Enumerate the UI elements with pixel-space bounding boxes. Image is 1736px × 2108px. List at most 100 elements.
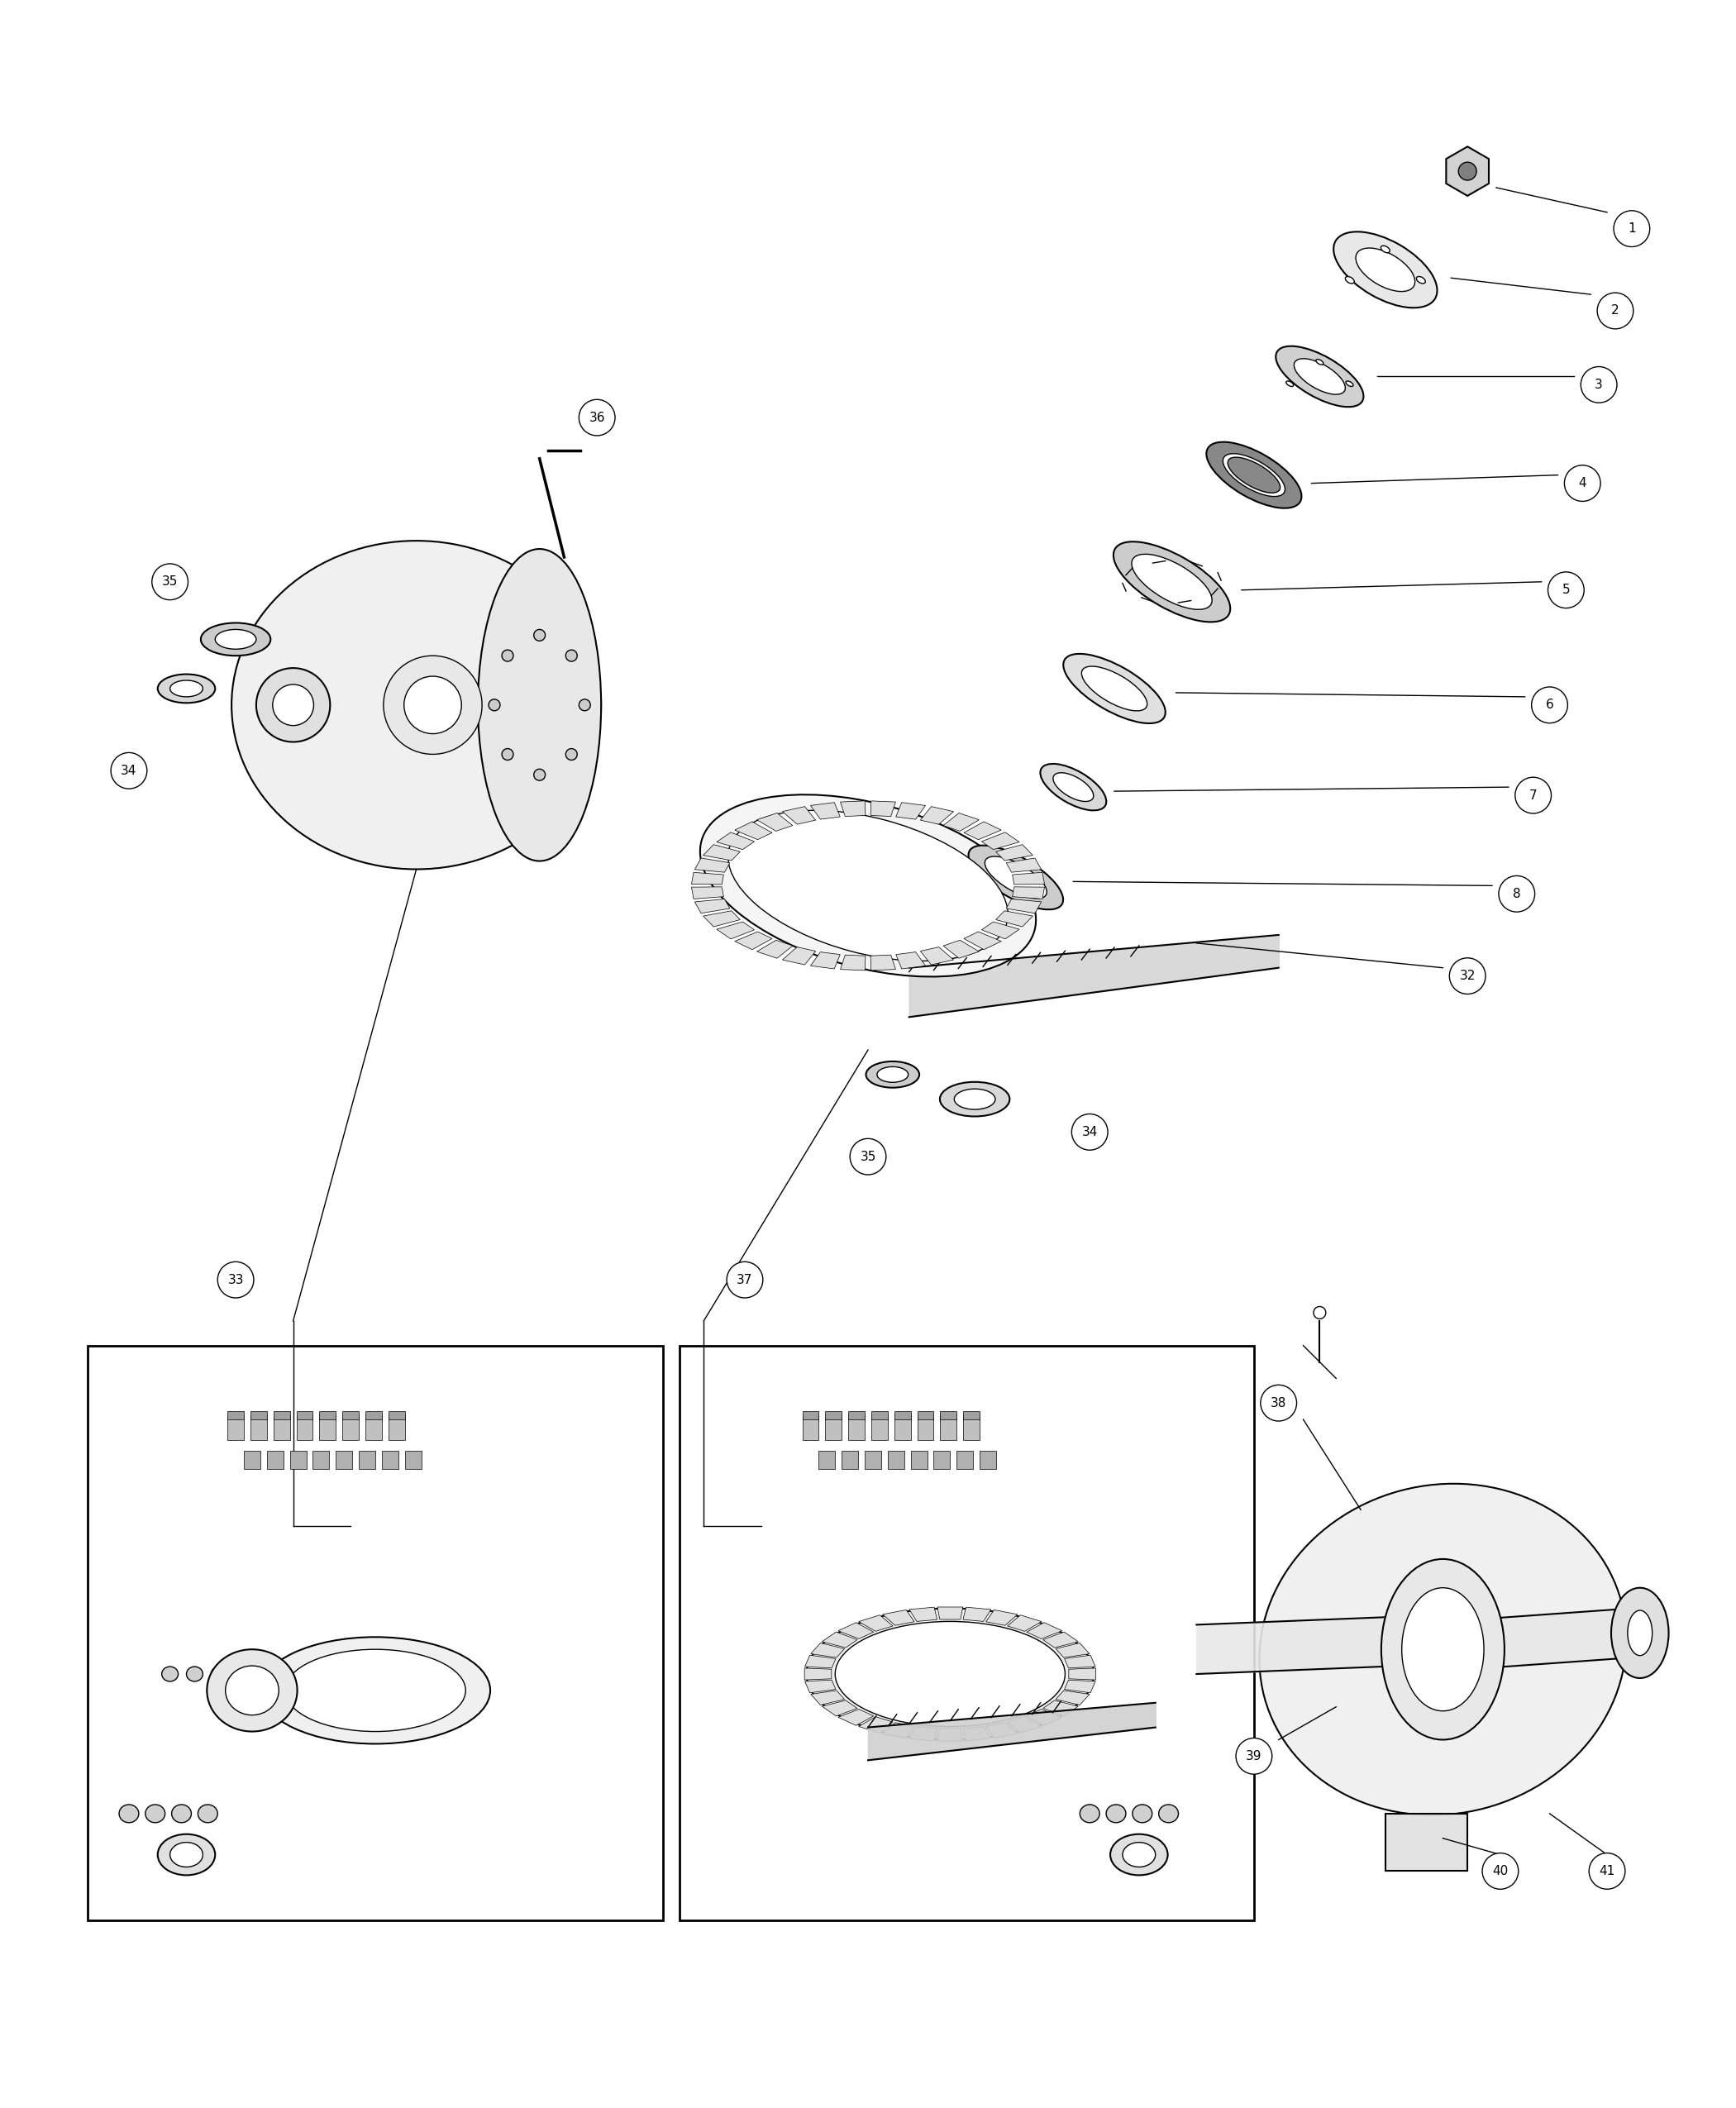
- Ellipse shape: [533, 769, 545, 780]
- Polygon shape: [838, 1623, 873, 1638]
- Polygon shape: [1012, 873, 1045, 885]
- Bar: [389, 1414, 404, 1440]
- Ellipse shape: [727, 809, 1009, 961]
- Polygon shape: [1064, 1680, 1095, 1693]
- Text: 40: 40: [1493, 1866, 1509, 1878]
- Polygon shape: [986, 1722, 1017, 1739]
- Bar: [963, 1410, 979, 1419]
- Bar: [963, 1414, 979, 1440]
- Ellipse shape: [1611, 1587, 1668, 1678]
- Bar: [911, 1450, 927, 1469]
- Bar: [941, 1414, 957, 1440]
- Ellipse shape: [1106, 1804, 1127, 1823]
- Ellipse shape: [1417, 276, 1425, 282]
- Text: 3: 3: [1595, 379, 1602, 390]
- Ellipse shape: [1207, 443, 1302, 508]
- Ellipse shape: [969, 845, 1062, 909]
- Ellipse shape: [198, 1804, 217, 1823]
- Bar: [319, 1414, 335, 1440]
- Ellipse shape: [186, 1667, 203, 1682]
- Circle shape: [1549, 571, 1583, 607]
- Ellipse shape: [170, 681, 203, 698]
- Polygon shape: [996, 911, 1033, 928]
- Polygon shape: [734, 822, 773, 839]
- Ellipse shape: [700, 795, 1036, 976]
- Bar: [274, 1410, 290, 1419]
- Bar: [389, 1410, 404, 1419]
- Ellipse shape: [1345, 382, 1354, 386]
- Ellipse shape: [1064, 653, 1165, 723]
- Bar: [404, 1450, 422, 1469]
- Polygon shape: [703, 845, 740, 860]
- Polygon shape: [703, 911, 740, 928]
- Ellipse shape: [257, 668, 330, 742]
- Ellipse shape: [1259, 1484, 1627, 1815]
- Ellipse shape: [1316, 358, 1323, 365]
- Bar: [335, 1450, 352, 1469]
- Ellipse shape: [477, 548, 601, 860]
- Polygon shape: [870, 955, 896, 970]
- Polygon shape: [896, 803, 925, 820]
- Ellipse shape: [984, 856, 1047, 898]
- Ellipse shape: [1222, 453, 1285, 497]
- Circle shape: [1450, 957, 1486, 995]
- Polygon shape: [981, 921, 1019, 938]
- Bar: [382, 1450, 398, 1469]
- Ellipse shape: [533, 630, 545, 641]
- Ellipse shape: [207, 1648, 297, 1731]
- Polygon shape: [1007, 1615, 1042, 1632]
- Text: 41: 41: [1599, 1866, 1614, 1878]
- Ellipse shape: [1227, 457, 1279, 493]
- Ellipse shape: [866, 1062, 920, 1088]
- Polygon shape: [840, 955, 866, 970]
- Polygon shape: [838, 1710, 873, 1726]
- Polygon shape: [910, 1606, 937, 1621]
- Polygon shape: [870, 801, 896, 816]
- Bar: [871, 1414, 887, 1440]
- Polygon shape: [757, 940, 793, 959]
- Polygon shape: [943, 814, 979, 831]
- Bar: [319, 1410, 335, 1419]
- Polygon shape: [691, 887, 724, 898]
- Bar: [871, 1410, 887, 1419]
- Polygon shape: [963, 932, 1002, 949]
- Ellipse shape: [172, 1804, 191, 1823]
- Text: 34: 34: [1082, 1126, 1097, 1138]
- Ellipse shape: [404, 677, 462, 734]
- Polygon shape: [783, 946, 816, 965]
- Ellipse shape: [146, 1804, 165, 1823]
- Polygon shape: [1007, 1716, 1042, 1733]
- Polygon shape: [943, 940, 979, 959]
- Ellipse shape: [1286, 382, 1293, 386]
- Ellipse shape: [260, 1638, 490, 1743]
- Text: 32: 32: [1460, 970, 1476, 982]
- Text: 5: 5: [1562, 584, 1569, 597]
- Text: 7: 7: [1529, 788, 1536, 801]
- Ellipse shape: [1123, 1842, 1156, 1868]
- Ellipse shape: [1382, 1560, 1505, 1739]
- Polygon shape: [806, 1680, 835, 1693]
- Bar: [227, 1410, 243, 1419]
- Ellipse shape: [1132, 1804, 1153, 1823]
- Ellipse shape: [158, 1834, 215, 1876]
- Ellipse shape: [1401, 1587, 1484, 1712]
- Polygon shape: [1007, 898, 1042, 913]
- Polygon shape: [937, 1606, 963, 1619]
- Bar: [842, 1450, 858, 1469]
- Ellipse shape: [236, 1667, 252, 1682]
- Polygon shape: [691, 873, 724, 885]
- Polygon shape: [963, 822, 1002, 839]
- Bar: [267, 1450, 283, 1469]
- Bar: [941, 1410, 957, 1419]
- Text: 39: 39: [1246, 1750, 1262, 1762]
- Polygon shape: [783, 807, 816, 824]
- Bar: [365, 1410, 382, 1419]
- Text: 38: 38: [1271, 1398, 1286, 1410]
- Polygon shape: [986, 1611, 1017, 1625]
- Bar: [849, 1414, 865, 1440]
- Polygon shape: [963, 1606, 991, 1621]
- Ellipse shape: [1132, 554, 1212, 609]
- Ellipse shape: [212, 1667, 227, 1682]
- Bar: [342, 1410, 359, 1419]
- Ellipse shape: [1054, 774, 1094, 801]
